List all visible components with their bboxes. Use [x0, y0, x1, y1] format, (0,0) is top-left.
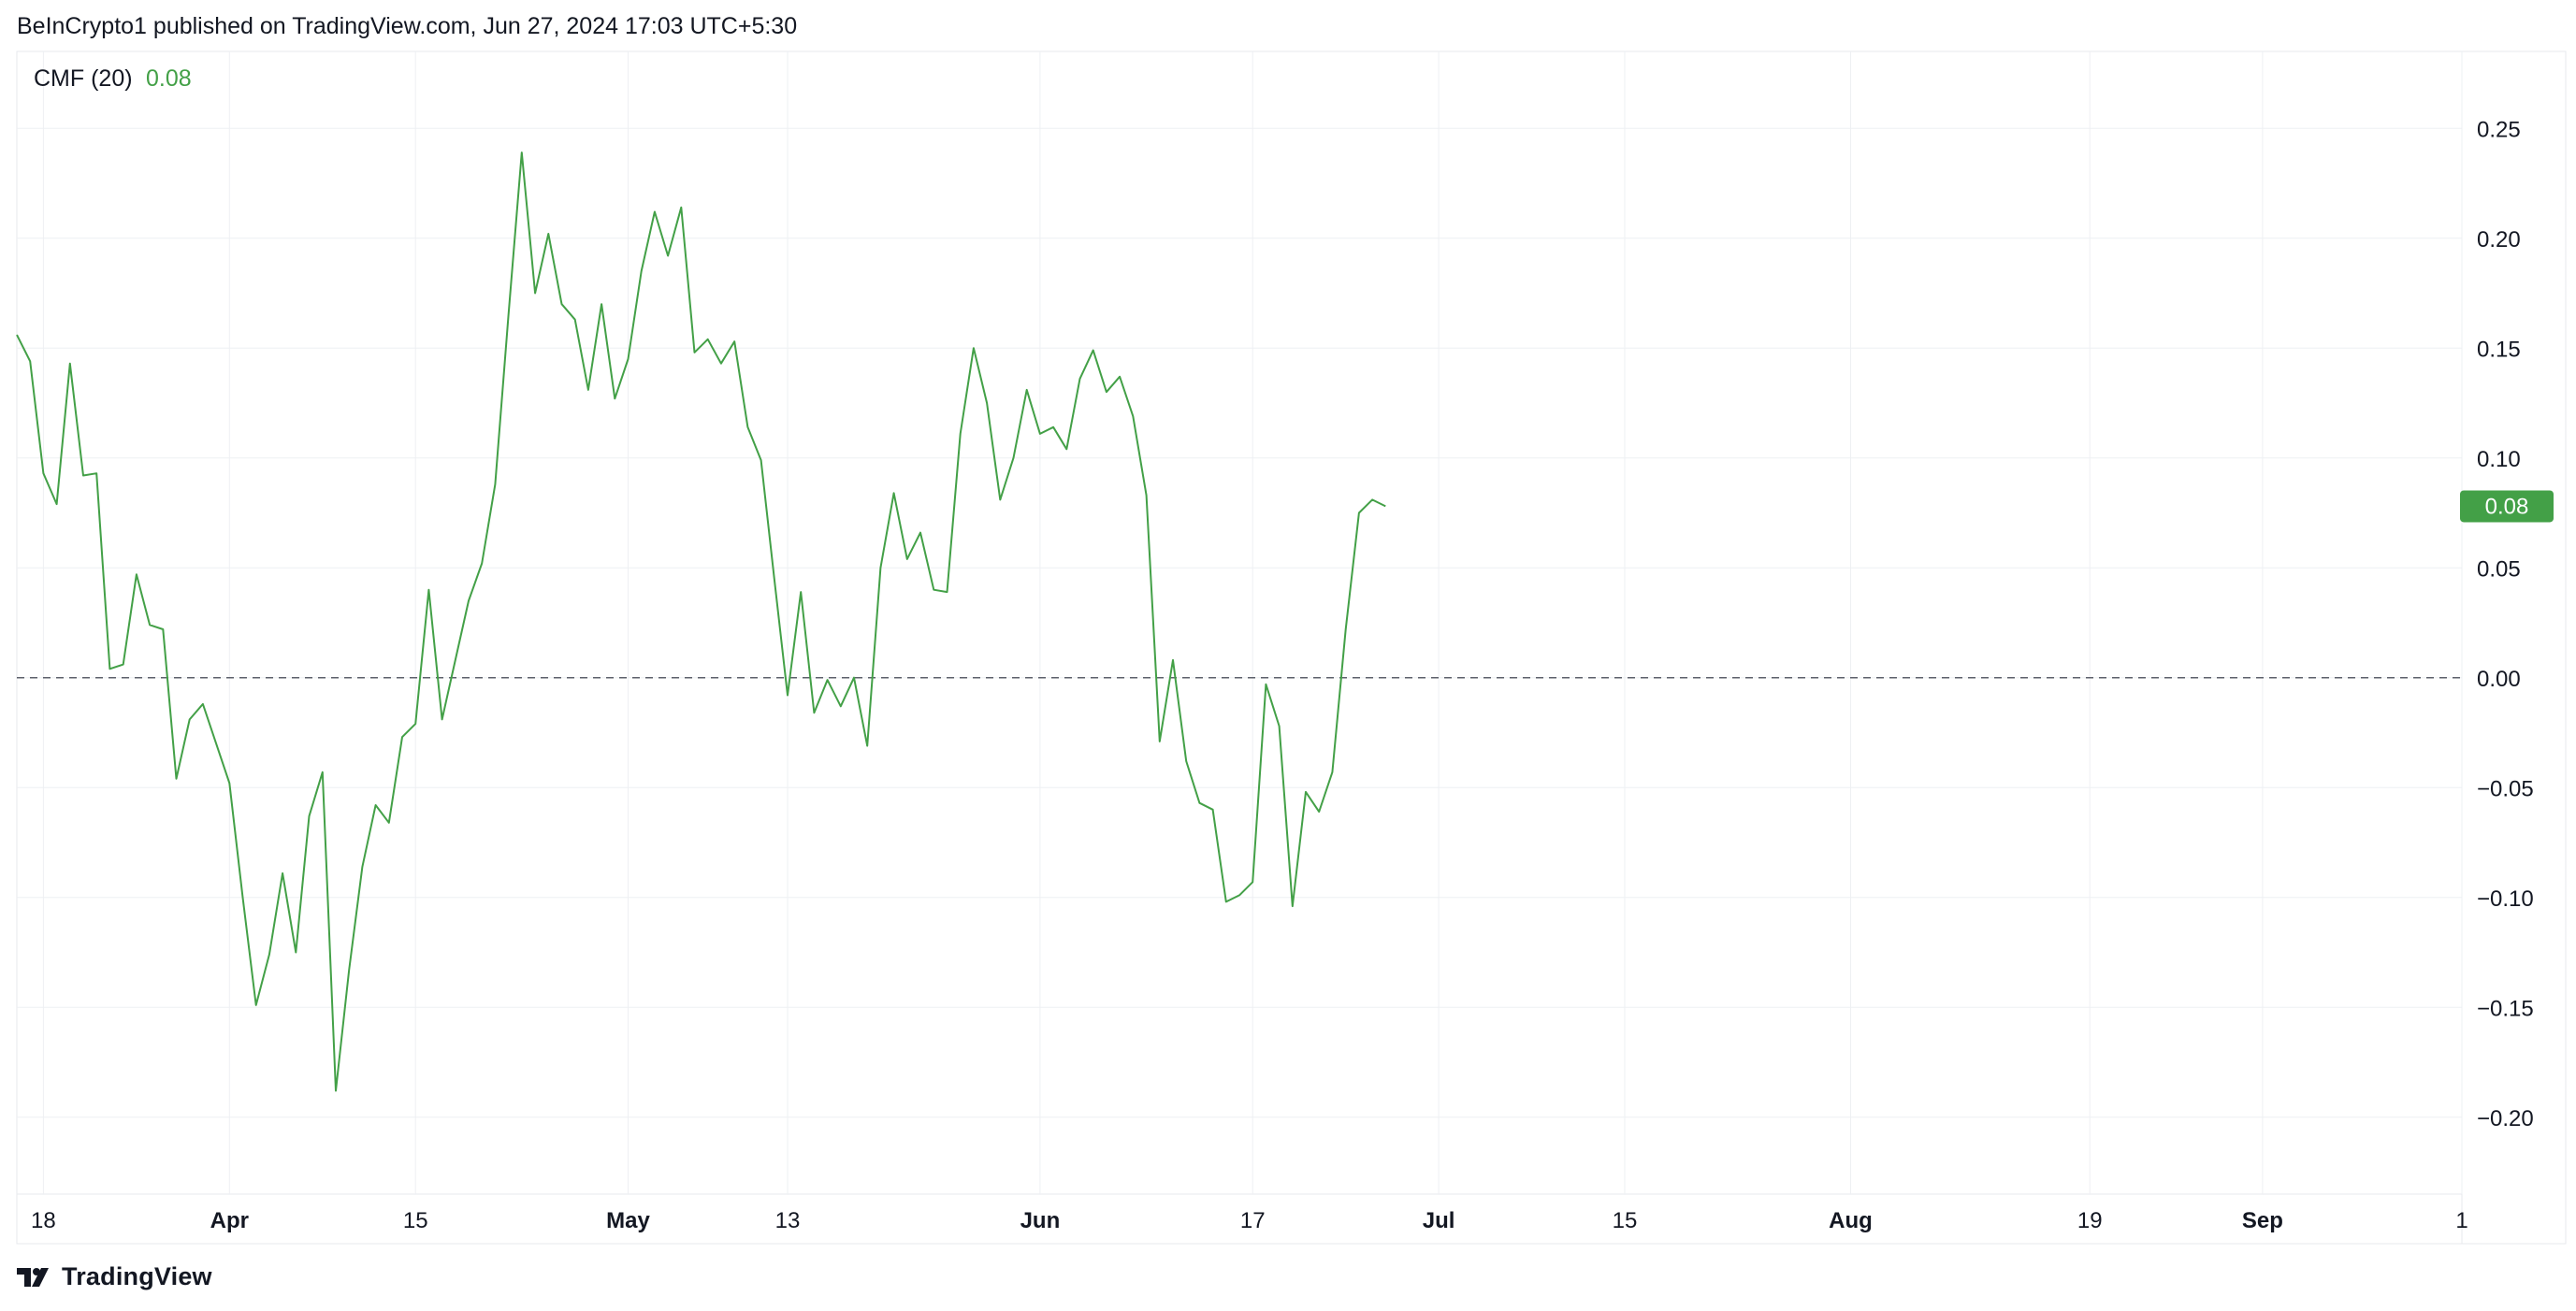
y-tick-label: 0.20 — [2477, 227, 2521, 252]
x-tick-label: Sep — [2242, 1208, 2283, 1233]
y-tick-label: −0.10 — [2477, 886, 2534, 912]
tradingview-logo[interactable]: TradingView — [17, 1262, 212, 1291]
indicator-legend[interactable]: CMF (20) 0.08 — [34, 65, 192, 92]
x-tick-label: 13 — [775, 1208, 801, 1233]
badge-label: 0.08 — [2485, 494, 2529, 519]
x-axis-labels: 18 Apr 15 May 13 Jun 17 Jul 15 Aug 19 Sep 1 — [31, 1208, 2468, 1233]
x-tick-label: Jun — [1020, 1208, 1061, 1233]
y-tick-label: 0.00 — [2477, 667, 2521, 692]
tradingview-logo-icon — [17, 1267, 49, 1287]
x-tick-label: 18 — [31, 1208, 56, 1233]
x-tick-label: Jul — [1423, 1208, 1455, 1233]
y-tick-label: 0.05 — [2477, 556, 2521, 582]
y-tick-label: −0.05 — [2477, 776, 2534, 801]
y-tick-label: −0.20 — [2477, 1106, 2534, 1131]
x-tick-label: 15 — [1613, 1208, 1638, 1233]
indicator-name: CMF (20) — [34, 65, 133, 92]
y-tick-label: 0.15 — [2477, 337, 2521, 362]
y-gridlines — [17, 127, 2462, 1118]
x-tick-label: 19 — [2077, 1208, 2103, 1233]
tradingview-logo-text: TradingView — [62, 1262, 212, 1290]
x-tick-label: Apr — [210, 1208, 249, 1233]
x-tick-label: May — [606, 1208, 650, 1233]
x-tick-label: 1 — [2455, 1208, 2467, 1233]
x-tick-label: 15 — [403, 1208, 428, 1233]
y-tick-label: 0.10 — [2477, 447, 2521, 472]
y-tick-label: −0.15 — [2477, 996, 2534, 1021]
x-tick-label: 17 — [1240, 1208, 1266, 1233]
cmf-series-line — [16, 151, 1386, 1092]
indicator-value: 0.08 — [146, 65, 192, 92]
x-gridlines — [42, 51, 2463, 1194]
chart-frame — [16, 50, 2567, 1245]
y-tick-label: 0.25 — [2477, 117, 2521, 142]
last-value-badge: 0.08 — [2460, 490, 2554, 523]
y-axis-labels: 0.25 0.20 0.15 0.10 0.05 0.00 −0.05 −0.10 −0.15 −… — [2477, 117, 2534, 1131]
published-header: BeInCrypto1 published on TradingView.com… — [17, 13, 798, 39]
x-tick-label: Aug — [1829, 1208, 1873, 1233]
badge-background — [2460, 490, 2554, 523]
